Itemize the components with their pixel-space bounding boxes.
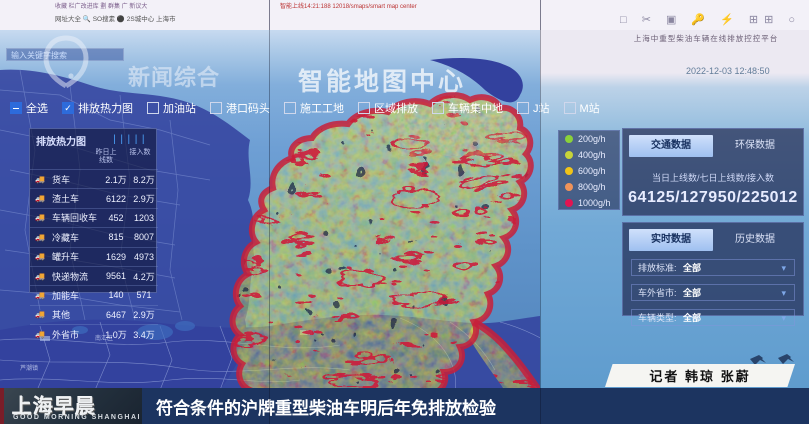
svg-text:芦潮镇: 芦潮镇 [20, 364, 38, 372]
